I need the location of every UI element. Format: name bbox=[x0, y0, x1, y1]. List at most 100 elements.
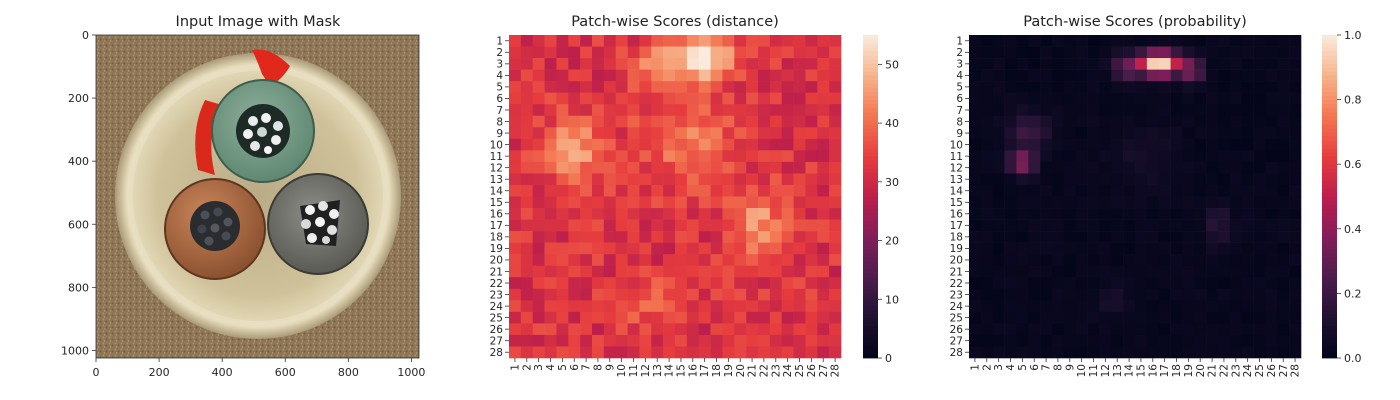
distance-heatmap-cell bbox=[544, 150, 557, 163]
distance-heatmap-cell bbox=[639, 81, 652, 93]
probability-heatmap-cell bbox=[992, 311, 1005, 324]
distance-heatmap-cell bbox=[769, 300, 783, 313]
distance-heatmap-cell bbox=[663, 92, 676, 105]
probability-heatmap-cell bbox=[1063, 161, 1077, 174]
probability-heatmap-cell bbox=[1004, 300, 1017, 313]
distance-heatmap-x-tick-label: 1 bbox=[510, 364, 522, 371]
probability-heatmap-cell bbox=[1170, 127, 1183, 140]
distance-heatmap-cell bbox=[781, 323, 794, 336]
distance-heatmap-x-tick-label: 27 bbox=[818, 364, 830, 377]
distance-heatmap-cell bbox=[722, 231, 735, 243]
probability-heatmap-cell bbox=[1289, 161, 1302, 174]
image-y-tick-label: 200 bbox=[68, 92, 89, 105]
distance-heatmap-cell bbox=[686, 35, 700, 47]
probability-heatmap-cell bbox=[992, 81, 1005, 93]
probability-heatmap-cell bbox=[1075, 150, 1088, 163]
probability-heatmap-colorbar-segment bbox=[1322, 240, 1337, 246]
probability-heatmap-y-tick-label: 22 bbox=[950, 278, 963, 290]
probability-heatmap-cell bbox=[1052, 161, 1065, 174]
distance-heatmap-cell bbox=[698, 219, 711, 232]
distance-heatmap-colorbar-segment bbox=[863, 273, 878, 278]
distance-heatmap-cell bbox=[532, 346, 545, 359]
probability-heatmap-cell bbox=[1135, 173, 1148, 186]
distance-heatmap-cell bbox=[663, 208, 676, 220]
probability-heatmap-cell bbox=[980, 184, 994, 197]
probability-heatmap-cell bbox=[1277, 92, 1290, 105]
distance-heatmap-cell bbox=[627, 265, 640, 278]
probability-heatmap-cell bbox=[1253, 69, 1266, 82]
distance-heatmap-cell bbox=[675, 104, 688, 117]
distance-heatmap-cell bbox=[556, 138, 569, 151]
distance-heatmap-cell bbox=[781, 127, 794, 140]
probability-heatmap-cell bbox=[1158, 277, 1171, 290]
distance-heatmap-cell bbox=[615, 104, 628, 117]
probability-heatmap-cell bbox=[1016, 208, 1029, 220]
distance-heatmap-cell bbox=[675, 219, 688, 232]
distance-heatmap-cell bbox=[805, 35, 818, 47]
distance-heatmap-cell bbox=[580, 219, 593, 232]
probability-heatmap-cell bbox=[1277, 104, 1290, 117]
distance-heatmap-colorbar-segment bbox=[863, 200, 878, 205]
probability-heatmap-cell bbox=[1170, 150, 1183, 163]
probability-heatmap-cell bbox=[1194, 254, 1207, 267]
probability-heatmap-cell bbox=[980, 115, 994, 128]
distance-heatmap-colorbar-tick-label: 0 bbox=[885, 352, 892, 365]
probability-heatmap-cell bbox=[969, 138, 982, 151]
disc-rim bbox=[127, 65, 389, 327]
distance-heatmap-cell bbox=[651, 115, 664, 128]
image-x-tick-label: 600 bbox=[275, 366, 296, 379]
probability-heatmap-cell bbox=[1229, 127, 1243, 140]
probability-heatmap-cell bbox=[1028, 92, 1041, 105]
probability-heatmap-cell bbox=[1229, 81, 1243, 93]
distance-heatmap-cell bbox=[734, 173, 747, 186]
distance-heatmap-cell bbox=[686, 288, 700, 301]
probability-heatmap-cell bbox=[1075, 219, 1088, 232]
probability-heatmap-colorbar-segment bbox=[1322, 224, 1337, 230]
distance-heatmap-cell bbox=[532, 334, 545, 347]
probability-heatmap-cell bbox=[1229, 69, 1243, 82]
distance-heatmap-cell bbox=[639, 92, 652, 105]
distance-heatmap-cell bbox=[509, 104, 522, 117]
distance-heatmap-cell bbox=[556, 346, 569, 359]
probability-heatmap-cell bbox=[1265, 127, 1278, 140]
distance-heatmap-cell bbox=[520, 346, 534, 359]
distance-heatmap-cell bbox=[793, 242, 806, 255]
distance-heatmap-cell bbox=[651, 92, 664, 105]
distance-heatmap-cell bbox=[698, 346, 711, 359]
distance-heatmap-cell bbox=[758, 242, 771, 255]
probability-heatmap-cell bbox=[1170, 219, 1183, 232]
probability-heatmap-cell bbox=[1170, 35, 1183, 47]
probability-heatmap-x-tick-label: 12 bbox=[1100, 364, 1112, 377]
distance-heatmap-cell bbox=[781, 254, 794, 267]
probability-heatmap-cell bbox=[1040, 138, 1053, 151]
distance-heatmap-cell bbox=[686, 277, 700, 290]
probability-heatmap-cell bbox=[1229, 138, 1243, 151]
distance-heatmap-cell bbox=[758, 115, 771, 128]
distance-heatmap-cell bbox=[627, 323, 640, 336]
probability-heatmap-cell bbox=[1229, 254, 1243, 267]
probability-heatmap-colorbar-segment bbox=[1322, 176, 1337, 181]
probability-heatmap-cell bbox=[1158, 92, 1171, 105]
distance-heatmap-cell bbox=[520, 265, 534, 278]
probability-heatmap-cell bbox=[1158, 265, 1171, 278]
probability-heatmap-cell bbox=[1016, 104, 1029, 117]
distance-heatmap-colorbar-segment bbox=[863, 188, 878, 193]
distance-heatmap-y-tick-label: 28 bbox=[490, 347, 503, 359]
distance-heatmap-cell bbox=[805, 208, 818, 220]
probability-heatmap-cell bbox=[992, 323, 1005, 336]
distance-heatmap-cell bbox=[663, 173, 676, 186]
probability-heatmap-cell bbox=[1289, 81, 1302, 93]
distance-heatmap-cell bbox=[829, 184, 842, 197]
distance-heatmap-cell bbox=[781, 35, 794, 47]
image-x-tick-label: 200 bbox=[149, 366, 170, 379]
probability-heatmap-cell bbox=[1170, 46, 1183, 59]
distance-heatmap-cell bbox=[722, 196, 735, 209]
distance-heatmap-cell bbox=[651, 288, 664, 301]
probability-heatmap-cell bbox=[1146, 115, 1160, 128]
distance-heatmap-cell bbox=[615, 184, 628, 197]
probability-heatmap-cell bbox=[1194, 150, 1207, 163]
distance-heatmap-cell bbox=[639, 161, 652, 174]
distance-heatmap-cell bbox=[675, 334, 688, 347]
probability-heatmap-cell bbox=[1028, 288, 1041, 301]
probability-heatmap-cell bbox=[1123, 81, 1136, 93]
